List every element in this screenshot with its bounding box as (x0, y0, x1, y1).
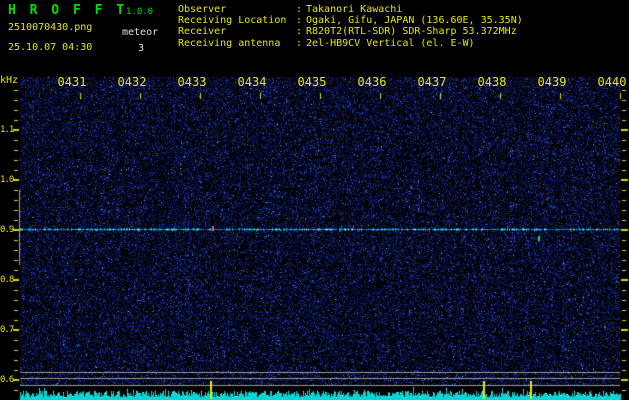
info-value: 2el-HB9CV Vertical (el. E-W) (306, 38, 475, 49)
time-tick-label: 0434 (237, 75, 267, 89)
app-version: 1.0.0 (126, 7, 154, 17)
time-tick-label: 0439 (537, 75, 567, 89)
info-row-observer: Observer: Takanori Kawachi (178, 4, 402, 15)
output-filename: 2510070430.png (8, 22, 93, 33)
time-tick-label: 0435 (297, 75, 327, 89)
info-row-antenna: Receiving antenna:2el-HB9CV Vertical (el… (178, 38, 475, 49)
info-value: Ogaki, Gifu, JAPAN (136.60E, 35.35N) (306, 15, 523, 26)
freq-tick-label: 1.1 (0, 125, 14, 135)
info-colon: : (296, 4, 303, 15)
info-label: Observer (178, 4, 227, 15)
time-tick-label: 0431 (57, 75, 87, 89)
info-value: Takanori Kawachi (306, 4, 403, 15)
observation-mode: meteor (122, 27, 159, 38)
info-label: Receiving antenna (178, 38, 281, 49)
app-title: H R O F F T (8, 3, 128, 18)
info-row-location: Receiving Location: Ogaki, Gifu, JAPAN (1… (178, 15, 523, 26)
info-colon: : (296, 26, 303, 37)
info-label: Receiving Location (178, 15, 287, 26)
time-tick-label: 0436 (357, 75, 387, 89)
time-tick-label: 0432 (117, 75, 147, 89)
freq-tick-label: 1.0 (0, 175, 14, 185)
time-tick-label: 0437 (417, 75, 447, 89)
freq-tick-label: 0.7 (0, 325, 14, 335)
freq-tick-label: 0.9 (0, 225, 14, 235)
freq-axis-unit: kHz (0, 75, 19, 86)
echo-count: 3 (138, 43, 145, 54)
info-value: R820T2(RTL-SDR) SDR-Sharp 53.372MHz (306, 26, 517, 37)
info-row-receiver: Receiver: R820T2(RTL-SDR) SDR-Sharp 53.37… (178, 26, 517, 37)
time-tick-label: 0438 (477, 75, 507, 89)
time-tick-label: 0440 (597, 75, 627, 89)
info-label: Receiver (178, 26, 227, 37)
info-colon: : (296, 38, 303, 49)
time-tick-label: 0433 (177, 75, 207, 89)
freq-tick-label: 0.6 (0, 375, 14, 385)
info-colon: : (296, 15, 303, 26)
freq-tick-label: 0.8 (0, 275, 14, 285)
observation-datetime: 25.10.07 04:30 (8, 42, 93, 53)
